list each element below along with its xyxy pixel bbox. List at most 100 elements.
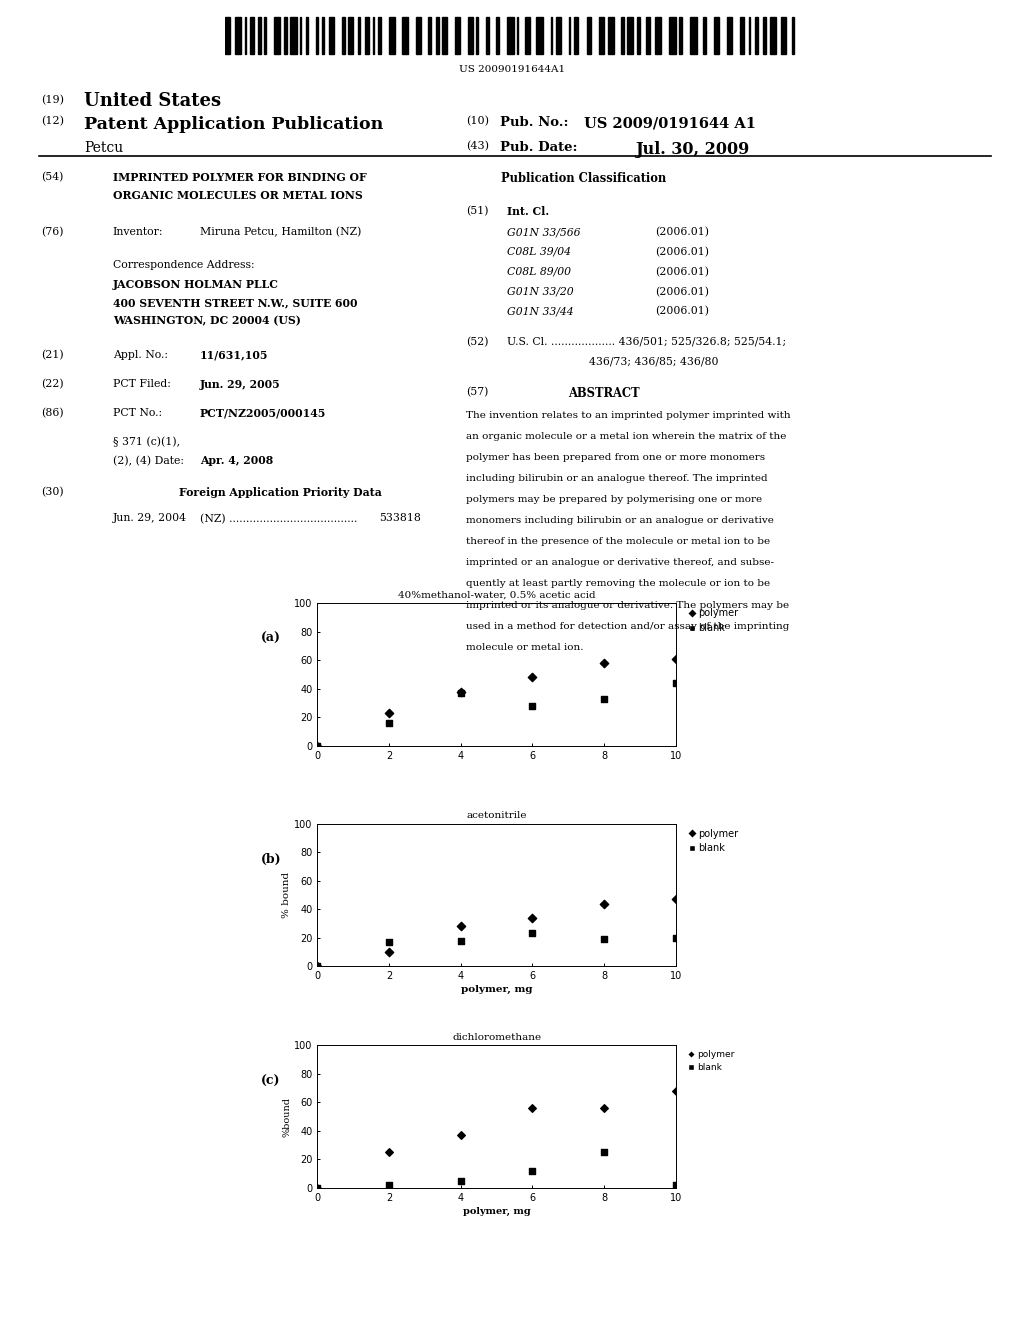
Bar: [300, 17, 301, 54]
Text: 400 SEVENTH STREET N.W., SUITE 600: 400 SEVENTH STREET N.W., SUITE 600: [113, 297, 357, 308]
Bar: [715, 17, 719, 54]
X-axis label: polymer, mg: polymer, mg: [463, 1206, 530, 1216]
Text: Miruna Petcu, Hamilton (NZ): Miruna Petcu, Hamilton (NZ): [200, 227, 361, 238]
Point: [309, 1177, 326, 1199]
Point: [524, 696, 541, 717]
Text: ABSTRACT: ABSTRACT: [568, 387, 640, 400]
Text: molecule or metal ion.: molecule or metal ion.: [466, 643, 584, 652]
Bar: [646, 17, 649, 54]
Point: [596, 652, 612, 673]
Text: WASHINGTON, DC 20004 (US): WASHINGTON, DC 20004 (US): [113, 315, 300, 326]
Text: C08L 89/00: C08L 89/00: [507, 267, 571, 277]
Text: ORGANIC MOLECULES OR METAL IONS: ORGANIC MOLECULES OR METAL IONS: [113, 190, 362, 201]
Text: (2), (4) Date:: (2), (4) Date:: [113, 455, 183, 466]
Text: imprinted or an analogue or derivative thereof, and subse-: imprinted or an analogue or derivative t…: [466, 558, 774, 568]
Bar: [627, 17, 634, 54]
Point: [381, 941, 397, 962]
Legend: polymer, blank: polymer, blank: [688, 829, 738, 854]
Text: 533818: 533818: [379, 513, 421, 524]
Bar: [389, 17, 395, 54]
Point: [381, 702, 397, 723]
Bar: [258, 17, 261, 54]
Bar: [568, 17, 570, 54]
Bar: [264, 17, 266, 54]
Bar: [587, 17, 592, 54]
Text: Patent Application Publication: Patent Application Publication: [84, 116, 383, 133]
Text: Jul. 30, 2009: Jul. 30, 2009: [635, 141, 750, 158]
Text: Publication Classification: Publication Classification: [501, 172, 667, 185]
Point: [309, 735, 326, 756]
Text: (30): (30): [41, 487, 63, 498]
Text: C08L 39/04: C08L 39/04: [507, 247, 571, 257]
Bar: [365, 17, 370, 54]
Bar: [770, 17, 776, 54]
Bar: [727, 17, 732, 54]
Title: 40%methanol-water, 0.5% acetic acid: 40%methanol-water, 0.5% acetic acid: [398, 590, 595, 599]
Point: [668, 888, 684, 909]
Text: Pub. Date:: Pub. Date:: [500, 141, 578, 154]
Text: (b): (b): [261, 853, 282, 866]
Text: polymers may be prepared by polymerising one or more: polymers may be prepared by polymerising…: [466, 495, 762, 504]
Point: [453, 1171, 469, 1192]
Text: Appl. No.:: Appl. No.:: [113, 350, 168, 360]
Text: (2006.01): (2006.01): [655, 247, 710, 257]
Text: (22): (22): [41, 379, 63, 389]
Text: Correspondence Address:: Correspondence Address:: [113, 260, 254, 271]
Text: PCT/NZ2005/000145: PCT/NZ2005/000145: [200, 408, 326, 418]
Bar: [551, 17, 553, 54]
Point: [453, 916, 469, 937]
Point: [596, 1142, 612, 1163]
Bar: [537, 17, 543, 54]
Text: Pub. No.:: Pub. No.:: [500, 116, 568, 129]
Point: [453, 931, 469, 952]
Text: 436/73; 436/85; 436/80: 436/73; 436/85; 436/80: [589, 356, 718, 367]
Text: G01N 33/44: G01N 33/44: [507, 306, 573, 317]
Bar: [755, 17, 758, 54]
Bar: [428, 17, 431, 54]
Text: (57): (57): [466, 387, 488, 397]
Bar: [654, 17, 662, 54]
Point: [524, 923, 541, 944]
Text: (76): (76): [41, 227, 63, 238]
Bar: [556, 17, 560, 54]
Text: G01N 33/566: G01N 33/566: [507, 227, 581, 238]
Bar: [669, 17, 676, 54]
Text: Petcu: Petcu: [84, 141, 123, 156]
Text: Jun. 29, 2004: Jun. 29, 2004: [113, 513, 186, 524]
Bar: [793, 17, 794, 54]
Text: quently at least partly removing the molecule or ion to be: quently at least partly removing the mol…: [466, 579, 770, 589]
Bar: [517, 17, 518, 54]
Text: PCT Filed:: PCT Filed:: [113, 379, 171, 389]
Bar: [690, 17, 696, 54]
Point: [453, 681, 469, 702]
Bar: [348, 17, 353, 54]
Text: Foreign Application Priority Data: Foreign Application Priority Data: [179, 487, 382, 498]
Text: (2006.01): (2006.01): [655, 227, 710, 238]
Text: U.S. Cl. ................... 436/501; 525/326.8; 525/54.1;: U.S. Cl. ................... 436/501; 52…: [507, 337, 786, 347]
Bar: [607, 17, 614, 54]
Legend: polymer, blank: polymer, blank: [687, 1049, 735, 1072]
Text: (86): (86): [41, 408, 63, 418]
Text: (NZ) ......................................: (NZ) ...................................…: [200, 513, 357, 524]
Bar: [284, 17, 287, 54]
Text: imprinted or its analogue or derivative. The polymers may be: imprinted or its analogue or derivative.…: [466, 601, 790, 610]
Point: [668, 1081, 684, 1102]
Text: (21): (21): [41, 350, 63, 360]
Bar: [525, 17, 529, 54]
Point: [668, 1175, 684, 1196]
Text: (12): (12): [41, 116, 63, 127]
Bar: [442, 17, 447, 54]
Text: including bilirubin or an analogue thereof. The imprinted: including bilirubin or an analogue there…: [466, 474, 768, 483]
Bar: [599, 17, 604, 54]
Bar: [373, 17, 375, 54]
Point: [668, 927, 684, 948]
Point: [453, 682, 469, 704]
Point: [309, 956, 326, 977]
Text: The invention relates to an imprinted polymer imprinted with: The invention relates to an imprinted po…: [466, 411, 791, 420]
Text: § 371 (c)(1),: § 371 (c)(1),: [113, 437, 180, 447]
Legend: polymer, blank: polymer, blank: [688, 609, 738, 634]
Point: [381, 932, 397, 953]
Text: an organic molecule or a metal ion wherein the matrix of the: an organic molecule or a metal ion where…: [466, 432, 786, 441]
Text: (2006.01): (2006.01): [655, 267, 710, 277]
Bar: [250, 17, 254, 54]
